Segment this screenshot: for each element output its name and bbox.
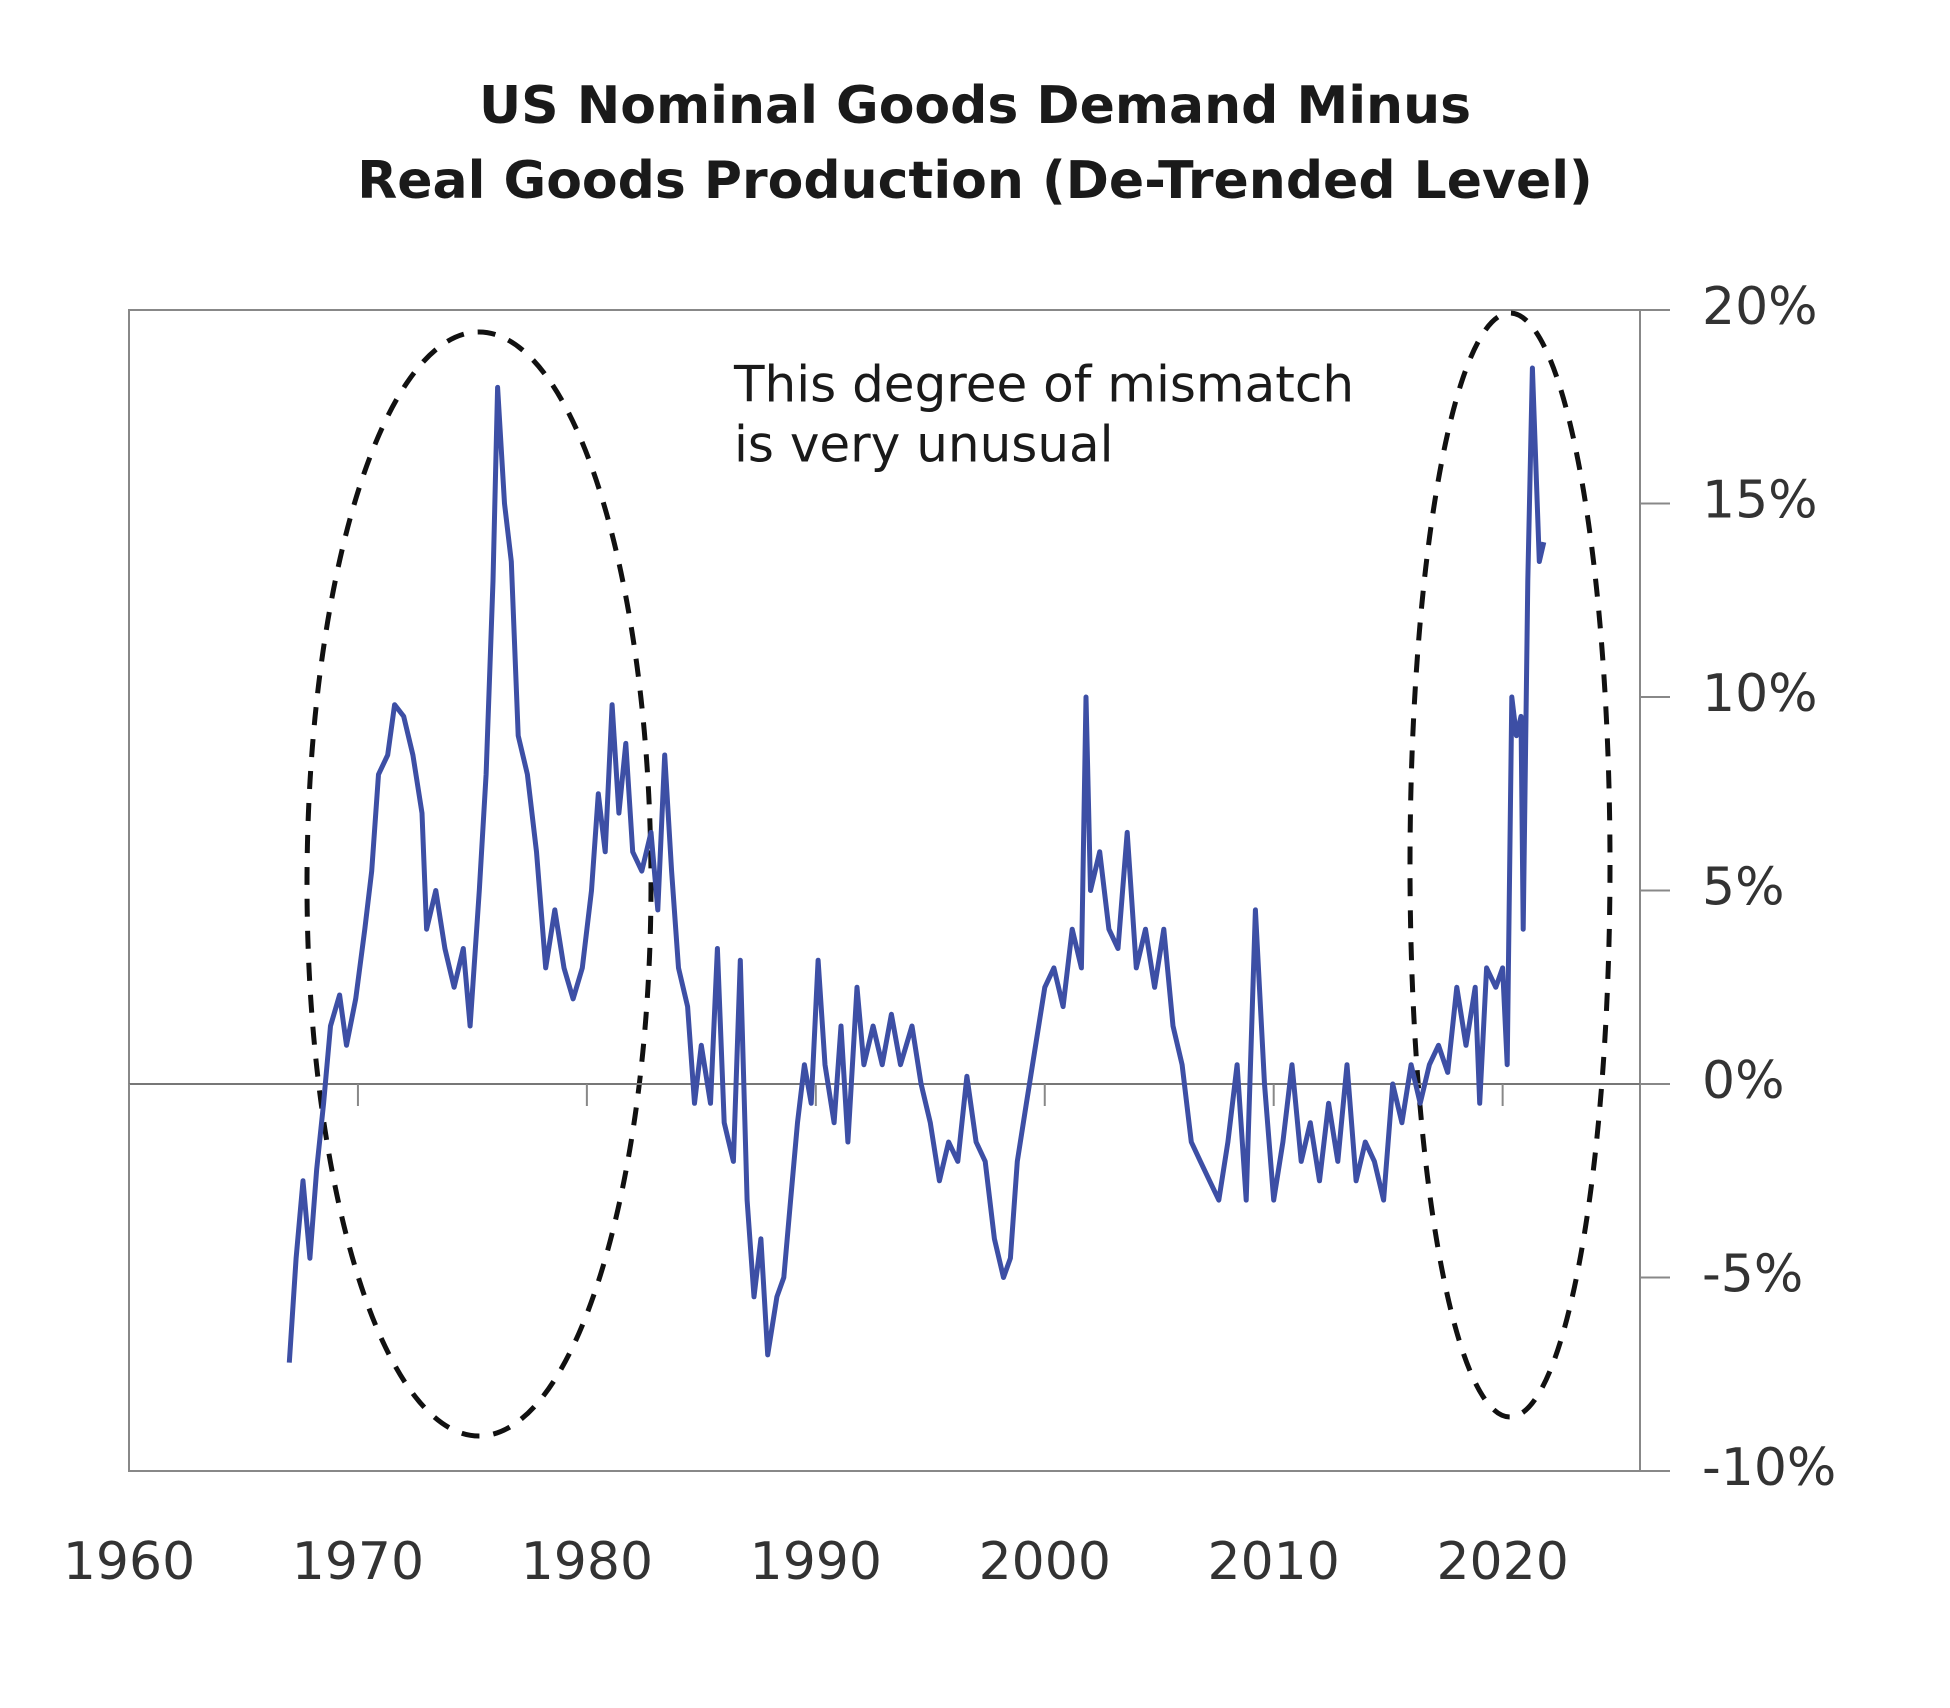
x-tick-label: 1990 (750, 1532, 882, 1592)
chart-title: Real Goods Production (De-Trended Level) (357, 151, 1593, 211)
y-tick-label: -5% (1702, 1245, 1803, 1305)
x-tick-label: 1970 (292, 1532, 424, 1592)
plot-frame (128, 309, 1641, 1472)
chart-title: US Nominal Goods Demand Minus (479, 76, 1471, 136)
x-tick-label: 2000 (979, 1532, 1111, 1592)
y-tick-label: -10% (1702, 1438, 1836, 1498)
y-tick-label: 20% (1702, 277, 1818, 337)
highlight-ellipse (1407, 310, 1613, 1420)
annotation: is very unusual (734, 416, 1114, 474)
x-tick-label: 2010 (1208, 1532, 1340, 1592)
data-line (286, 365, 1547, 1363)
highlight-ellipse (304, 329, 654, 1439)
x-tick-label: 1980 (521, 1532, 653, 1592)
y-tick-label: 0% (1702, 1051, 1785, 1111)
annotation: This degree of mismatch (733, 356, 1354, 414)
y-tick-label: 10% (1702, 664, 1818, 724)
x-tick-label: 1960 (63, 1532, 195, 1592)
y-tick-label: 5% (1702, 858, 1785, 918)
y-tick-label: 15% (1702, 471, 1818, 531)
x-tick-label: 2020 (1436, 1532, 1568, 1592)
